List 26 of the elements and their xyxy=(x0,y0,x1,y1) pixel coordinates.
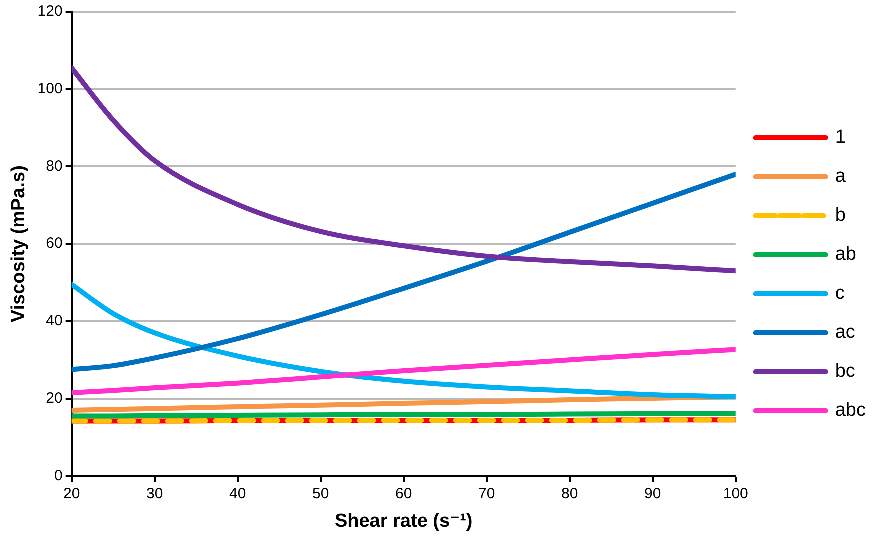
x-tick-label: 40 xyxy=(229,485,246,502)
y-axis-title: Viscosity (mPa.s) xyxy=(8,166,30,323)
y-tick-label: 120 xyxy=(38,3,63,20)
x-tick-label: 80 xyxy=(562,485,578,502)
x-tick-label: 70 xyxy=(478,485,496,502)
x-tick-label: 100 xyxy=(723,485,748,502)
legend-label: b xyxy=(835,205,846,226)
legend-label: 1 xyxy=(835,127,846,148)
legend-label: ab xyxy=(835,244,857,266)
x-tick-label: 90 xyxy=(644,485,662,502)
x-tick-label: 60 xyxy=(396,485,412,502)
x-axis-title: Shear rate (s⁻¹) xyxy=(334,510,473,532)
y-tick-label: 0 xyxy=(54,467,63,484)
y-tick-label: 60 xyxy=(46,235,63,252)
legend-label: abc xyxy=(835,400,866,422)
x-tick-label: 50 xyxy=(312,485,330,502)
y-tick-label: 40 xyxy=(46,312,63,330)
legend-label: c xyxy=(835,283,845,304)
x-tick-label: 20 xyxy=(63,485,80,502)
x-tick-label: 30 xyxy=(146,485,164,502)
y-tick-label: 20 xyxy=(46,390,63,407)
legend-label: bc xyxy=(835,361,856,382)
legend-label: a xyxy=(835,166,846,188)
y-tick-label: 80 xyxy=(46,158,63,175)
y-tick-label: 100 xyxy=(38,80,63,98)
legend-label: ac xyxy=(835,322,856,344)
